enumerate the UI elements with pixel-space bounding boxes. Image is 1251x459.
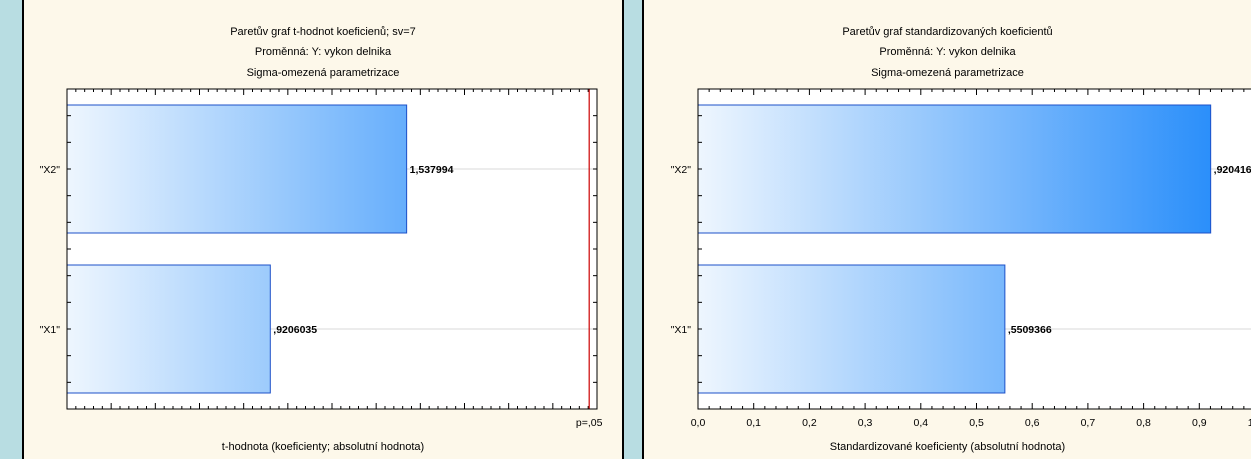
chart-title: Paretův graf t-hodnot koeficienů; sv=7: [230, 26, 416, 38]
chart-subtitle-variable: Proměnná: Y: vykon delnika: [254, 46, 392, 58]
data-label: ,9204169: [1214, 164, 1251, 176]
bar: [66, 264, 271, 394]
pareto-chart-standardized: Paretův graf standardizovaných koeficien…: [642, 0, 1251, 459]
plot-frame: [697, 88, 1251, 410]
category-label: "X1": [40, 324, 61, 336]
data-label: ,5509366: [1008, 324, 1052, 336]
bar: [697, 264, 1006, 394]
category-label: "X2": [671, 164, 692, 176]
significance-label: p=,05: [576, 417, 603, 429]
x-axis-label: Standardizované koeficienty (absolutní h…: [829, 441, 1066, 453]
data-label: 1,537994: [410, 164, 454, 176]
category-label: "X2": [40, 164, 61, 176]
x-tick-label: 0,7: [1081, 417, 1096, 429]
chart-title: Paretův graf standardizovaných koeficien…: [842, 26, 1053, 38]
x-tick-label: 0,3: [858, 417, 873, 429]
bar: [66, 104, 408, 234]
x-tick-label: 1,0: [1248, 417, 1251, 429]
x-tick-label: 0,4: [913, 417, 928, 429]
data-label: ,9206035: [273, 324, 317, 336]
chart-plot-area: "X2" ,9204169 "X1" ,5509366 0,0 0,1 0,2 0,3 0,4 0…: [671, 88, 1251, 429]
x-tick-label: 0,6: [1025, 417, 1040, 429]
x-tick-label: 0,0: [691, 417, 706, 429]
category-label: "X1": [671, 324, 692, 336]
chart-subtitle-variable: Proměnná: Y: vykon delnika: [879, 46, 1016, 58]
x-tick-label: 0,8: [1136, 417, 1151, 429]
x-tick-label: 0,1: [746, 417, 761, 429]
x-tick-label: 0,2: [802, 417, 817, 429]
x-axis-label: t-hodnota (koeficienty; absolutní hodnot…: [221, 441, 425, 453]
x-tick-label: 0,9: [1192, 417, 1207, 429]
pareto-chart-t-values: Paretův graf t-hodnot koeficienů; sv=7 P…: [22, 0, 624, 459]
bar: [697, 104, 1212, 234]
chart-subtitle-param: Sigma-omezená parametrizace: [246, 67, 400, 79]
chart-subtitle-param: Sigma-omezená parametrizace: [871, 67, 1024, 79]
plot-frame: [66, 88, 598, 410]
chart-plot-area: "X2" 1,537994 "X1" ,9206035 p=,05: [40, 88, 603, 429]
x-tick-label: 0,5: [969, 417, 984, 429]
